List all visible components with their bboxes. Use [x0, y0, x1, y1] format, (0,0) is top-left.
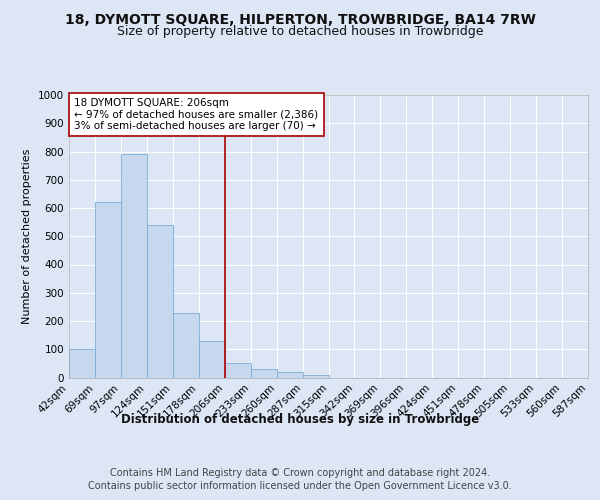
Text: Contains HM Land Registry data © Crown copyright and database right 2024.: Contains HM Land Registry data © Crown c…: [110, 468, 490, 477]
Bar: [95, 202, 121, 378]
Bar: [121, 154, 147, 378]
Y-axis label: Number of detached properties: Number of detached properties: [22, 148, 32, 324]
Text: 18, DYMOTT SQUARE, HILPERTON, TROWBRIDGE, BA14 7RW: 18, DYMOTT SQUARE, HILPERTON, TROWBRIDGE…: [65, 12, 535, 26]
Bar: [225, 364, 251, 378]
Text: Contains public sector information licensed under the Open Government Licence v3: Contains public sector information licen…: [88, 481, 512, 491]
Bar: [147, 225, 173, 378]
Bar: [302, 374, 329, 378]
Text: Size of property relative to detached houses in Trowbridge: Size of property relative to detached ho…: [117, 25, 483, 38]
Bar: [277, 372, 302, 378]
Bar: [251, 369, 277, 378]
Text: 18 DYMOTT SQUARE: 206sqm
← 97% of detached houses are smaller (2,386)
3% of semi: 18 DYMOTT SQUARE: 206sqm ← 97% of detach…: [74, 98, 319, 131]
Bar: [69, 349, 95, 378]
Text: Distribution of detached houses by size in Trowbridge: Distribution of detached houses by size …: [121, 412, 479, 426]
Bar: [199, 341, 224, 378]
Bar: [173, 312, 199, 378]
